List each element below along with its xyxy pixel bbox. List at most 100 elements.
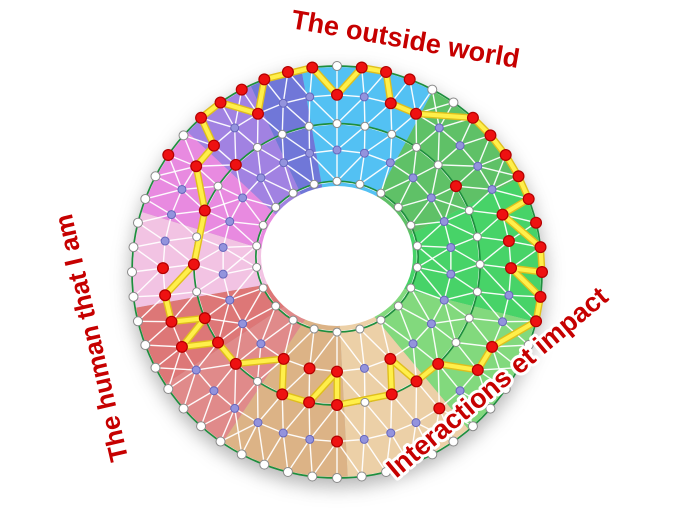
mesh-node[interactable] [238, 319, 248, 329]
mesh-node[interactable] [225, 217, 235, 227]
mesh-node[interactable] [404, 459, 415, 470]
mesh-node[interactable] [332, 473, 342, 483]
mesh-node[interactable] [150, 171, 161, 182]
mesh-node[interactable] [332, 145, 342, 155]
mesh-node[interactable] [359, 434, 369, 444]
mesh-node[interactable] [451, 337, 461, 347]
mesh-node[interactable] [236, 449, 247, 460]
selected-node[interactable] [433, 402, 446, 415]
mesh-node[interactable] [218, 269, 228, 279]
mesh-node[interactable] [406, 220, 416, 230]
mesh-node[interactable] [278, 98, 288, 108]
mesh-node[interactable] [218, 242, 228, 252]
mesh-node[interactable] [192, 287, 202, 297]
mesh-node[interactable] [238, 193, 248, 203]
mesh-node[interactable] [426, 319, 436, 329]
mesh-node[interactable] [140, 340, 151, 351]
selected-node[interactable] [159, 289, 172, 302]
mesh-node[interactable] [408, 173, 418, 183]
selected-node[interactable] [229, 158, 242, 171]
mesh-node[interactable] [196, 421, 207, 432]
mesh-node[interactable] [472, 232, 482, 242]
mesh-node[interactable] [253, 376, 263, 386]
mesh-node[interactable] [277, 129, 287, 139]
selected-node[interactable] [258, 73, 271, 86]
mesh-node[interactable] [381, 467, 392, 478]
mesh-node[interactable] [485, 403, 496, 414]
mesh-node[interactable] [332, 176, 342, 186]
mesh-node[interactable] [225, 295, 235, 305]
mesh-node[interactable] [271, 301, 281, 311]
mesh-node[interactable] [387, 129, 397, 139]
mesh-node[interactable] [192, 232, 202, 242]
selected-node[interactable] [410, 375, 423, 388]
mesh-node[interactable] [215, 436, 226, 447]
mesh-node[interactable] [433, 160, 443, 170]
selected-node[interactable] [384, 352, 397, 365]
selected-node[interactable] [175, 340, 188, 353]
mesh-node[interactable] [178, 403, 189, 414]
selected-node[interactable] [190, 160, 203, 173]
mesh-node[interactable] [434, 123, 444, 133]
mesh-node[interactable] [376, 188, 386, 198]
mesh-node[interactable] [411, 142, 421, 152]
mesh-node[interactable] [213, 181, 223, 191]
selected-node[interactable] [306, 61, 319, 74]
selected-node[interactable] [384, 97, 397, 110]
mesh-node[interactable] [230, 123, 240, 133]
mesh-node[interactable] [305, 434, 315, 444]
mesh-node[interactable] [253, 142, 263, 152]
mesh-node[interactable] [426, 193, 436, 203]
mesh-node[interactable] [288, 188, 298, 198]
selected-node[interactable] [198, 312, 211, 325]
selected-node[interactable] [530, 315, 543, 328]
mesh-node[interactable] [356, 471, 367, 482]
selected-node[interactable] [235, 83, 248, 96]
mesh-node[interactable] [472, 287, 482, 297]
mesh-node[interactable] [376, 315, 386, 325]
mesh-node[interactable] [360, 121, 370, 131]
mesh-node[interactable] [271, 202, 281, 212]
mesh-node[interactable] [160, 236, 170, 246]
mesh-node[interactable] [305, 148, 315, 158]
mesh-node[interactable] [359, 92, 369, 102]
selected-node[interactable] [156, 262, 169, 275]
mesh-node[interactable] [132, 217, 143, 228]
mesh-node[interactable] [385, 158, 395, 168]
mesh-node[interactable] [252, 262, 262, 272]
mesh-node[interactable] [439, 295, 449, 305]
selected-node[interactable] [162, 148, 175, 161]
selected-node[interactable] [331, 399, 344, 412]
selected-node[interactable] [229, 357, 242, 370]
selected-node[interactable] [499, 148, 512, 161]
selected-node[interactable] [380, 65, 393, 78]
mesh-node[interactable] [332, 119, 342, 129]
selected-node[interactable] [522, 192, 535, 205]
mesh-node[interactable] [475, 259, 485, 269]
mesh-node[interactable] [455, 386, 465, 396]
selected-node[interactable] [212, 336, 225, 349]
mesh-node[interactable] [230, 403, 240, 413]
mesh-node[interactable] [256, 173, 266, 183]
mesh-node[interactable] [258, 283, 268, 293]
selected-node[interactable] [535, 266, 548, 279]
mesh-node[interactable] [467, 421, 478, 432]
mesh-node[interactable] [163, 384, 174, 395]
mesh-node[interactable] [504, 290, 514, 300]
selected-node[interactable] [198, 204, 211, 217]
mesh-node[interactable] [178, 130, 189, 141]
selected-node[interactable] [195, 111, 208, 124]
selected-node[interactable] [534, 290, 547, 303]
mesh-node[interactable] [523, 340, 534, 351]
selected-node[interactable] [187, 258, 200, 271]
mesh-node[interactable] [132, 316, 143, 327]
selected-node[interactable] [403, 73, 416, 86]
selected-node[interactable] [214, 96, 227, 109]
mesh-node[interactable] [258, 220, 268, 230]
selected-node[interactable] [530, 216, 543, 229]
mesh-node[interactable] [177, 184, 187, 194]
mesh-node[interactable] [282, 467, 293, 478]
mesh-node[interactable] [360, 397, 370, 407]
mesh-node[interactable] [191, 365, 201, 375]
selected-node[interactable] [276, 388, 289, 401]
